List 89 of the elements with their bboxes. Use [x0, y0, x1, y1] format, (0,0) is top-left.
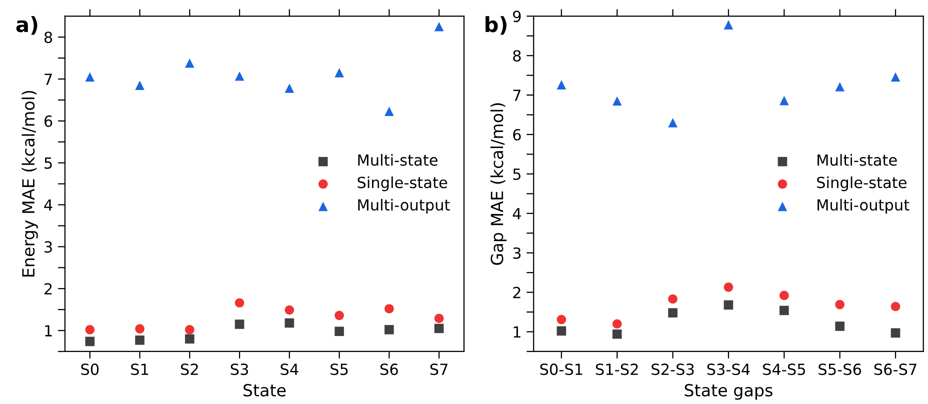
x-axis-title: State gaps [684, 384, 772, 400]
x-tick-label: S2-S3 [652, 364, 694, 376]
y-axis-title: Energy MAE (kcal/mol) [22, 90, 38, 276]
point [434, 314, 444, 324]
x-axis-title: State [244, 384, 286, 397]
y-tick-label: 4 [512, 208, 521, 220]
x-tick-label: S0-S1 [540, 364, 582, 376]
point [835, 322, 844, 331]
point [185, 58, 194, 68]
y-tick-label: 3 [44, 241, 52, 253]
x-tick-label: S4 [280, 364, 298, 376]
point [724, 20, 734, 30]
y-tick-label: 2 [44, 283, 52, 294]
point [135, 324, 144, 334]
x-tick-label: S6-S7 [874, 364, 916, 376]
point [780, 96, 789, 106]
point [185, 325, 194, 334]
text: a) [16, 16, 38, 35]
x-tick-label: S3-S4 [707, 364, 750, 376]
x-tick-label: S1-S2 [596, 364, 638, 376]
point [185, 334, 194, 344]
y-tick-label: 6 [44, 115, 52, 127]
point [556, 326, 566, 336]
point [334, 68, 344, 78]
legend-label: Multi-state [818, 154, 897, 166]
x-tick-label: S5 [330, 364, 348, 376]
x-tick-label: S4-S5 [762, 364, 805, 376]
point [85, 72, 95, 82]
point [384, 325, 394, 334]
x-tick-label: S1 [131, 364, 148, 376]
point [724, 282, 734, 292]
point [890, 72, 900, 82]
point [85, 336, 95, 346]
point [556, 80, 566, 90]
point [835, 300, 844, 310]
point [234, 320, 244, 329]
point [890, 328, 900, 338]
x-tick-label: S5-S6 [818, 364, 862, 376]
point [434, 22, 444, 32]
point [612, 329, 622, 339]
legend-label: Multi-output [358, 198, 450, 214]
legend-label: Multi-state [358, 154, 438, 166]
x-tick-label: S7 [430, 364, 448, 376]
point [434, 324, 444, 334]
point [334, 310, 344, 320]
y-tick-label: 7 [44, 74, 52, 85]
x-tick-label: S3 [230, 364, 248, 376]
point [724, 300, 734, 310]
y-tick-label: 2 [513, 286, 520, 298]
point [612, 319, 622, 329]
point [284, 84, 294, 93]
y-tick-label: 5 [44, 158, 52, 169]
y-tick-label: 3 [513, 247, 521, 259]
point [556, 314, 566, 324]
point [284, 305, 294, 315]
point [234, 298, 244, 308]
y-tick-label: 1 [514, 326, 520, 338]
legend-label: Single-state [817, 176, 906, 192]
legend-label: Multi-output [818, 198, 910, 214]
y-tick-label: 6 [513, 128, 521, 141]
point [135, 336, 144, 345]
point [284, 318, 294, 328]
y-tick-label: 9 [513, 10, 521, 22]
point [780, 306, 789, 316]
x-tick-label: S6 [380, 364, 398, 376]
text: b) [486, 16, 506, 35]
point [835, 82, 844, 92]
point [612, 96, 622, 106]
point [384, 304, 394, 314]
y-tick-label: 5 [513, 168, 520, 180]
point [668, 118, 678, 128]
point [234, 71, 244, 81]
y-tick-label: 7 [513, 90, 520, 101]
point [668, 294, 678, 304]
point [384, 106, 394, 116]
point [85, 325, 95, 334]
point [135, 80, 144, 90]
point [780, 290, 789, 300]
y-tick-label: 8 [513, 50, 521, 62]
x-tick-label: S2 [180, 364, 198, 376]
y-tick-label: 4 [44, 199, 52, 211]
legend-label: Single-state [358, 176, 448, 192]
y-tick-label: 8 [44, 32, 52, 44]
x-tick-label: S0 [81, 364, 99, 376]
point [668, 308, 678, 318]
point [890, 302, 900, 312]
point [334, 326, 344, 336]
y-tick-label: 1 [45, 325, 52, 336]
y-axis-title: Gap MAE (kcal/mol) [490, 103, 507, 265]
